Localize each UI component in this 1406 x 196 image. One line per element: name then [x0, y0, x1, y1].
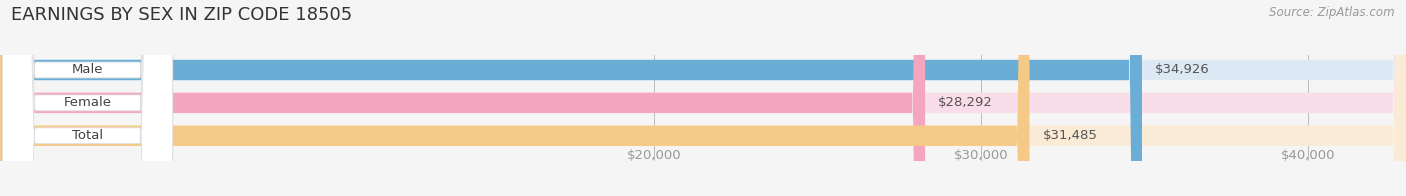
Text: $40,000: $40,000	[1281, 149, 1336, 162]
Text: $31,485: $31,485	[1043, 129, 1098, 142]
Text: EARNINGS BY SEX IN ZIP CODE 18505: EARNINGS BY SEX IN ZIP CODE 18505	[11, 6, 353, 24]
FancyBboxPatch shape	[3, 0, 173, 196]
FancyBboxPatch shape	[3, 0, 173, 196]
Text: Source: ZipAtlas.com: Source: ZipAtlas.com	[1270, 6, 1395, 19]
Text: $30,000: $30,000	[953, 149, 1008, 162]
Text: $28,292: $28,292	[938, 96, 993, 109]
FancyBboxPatch shape	[3, 0, 173, 196]
FancyBboxPatch shape	[0, 0, 925, 196]
Text: $20,000: $20,000	[627, 149, 682, 162]
Text: $34,926: $34,926	[1156, 64, 1209, 76]
FancyBboxPatch shape	[0, 0, 1142, 196]
Text: Total: Total	[72, 129, 103, 142]
Text: Male: Male	[72, 64, 104, 76]
FancyBboxPatch shape	[0, 0, 1029, 196]
Text: Female: Female	[63, 96, 111, 109]
